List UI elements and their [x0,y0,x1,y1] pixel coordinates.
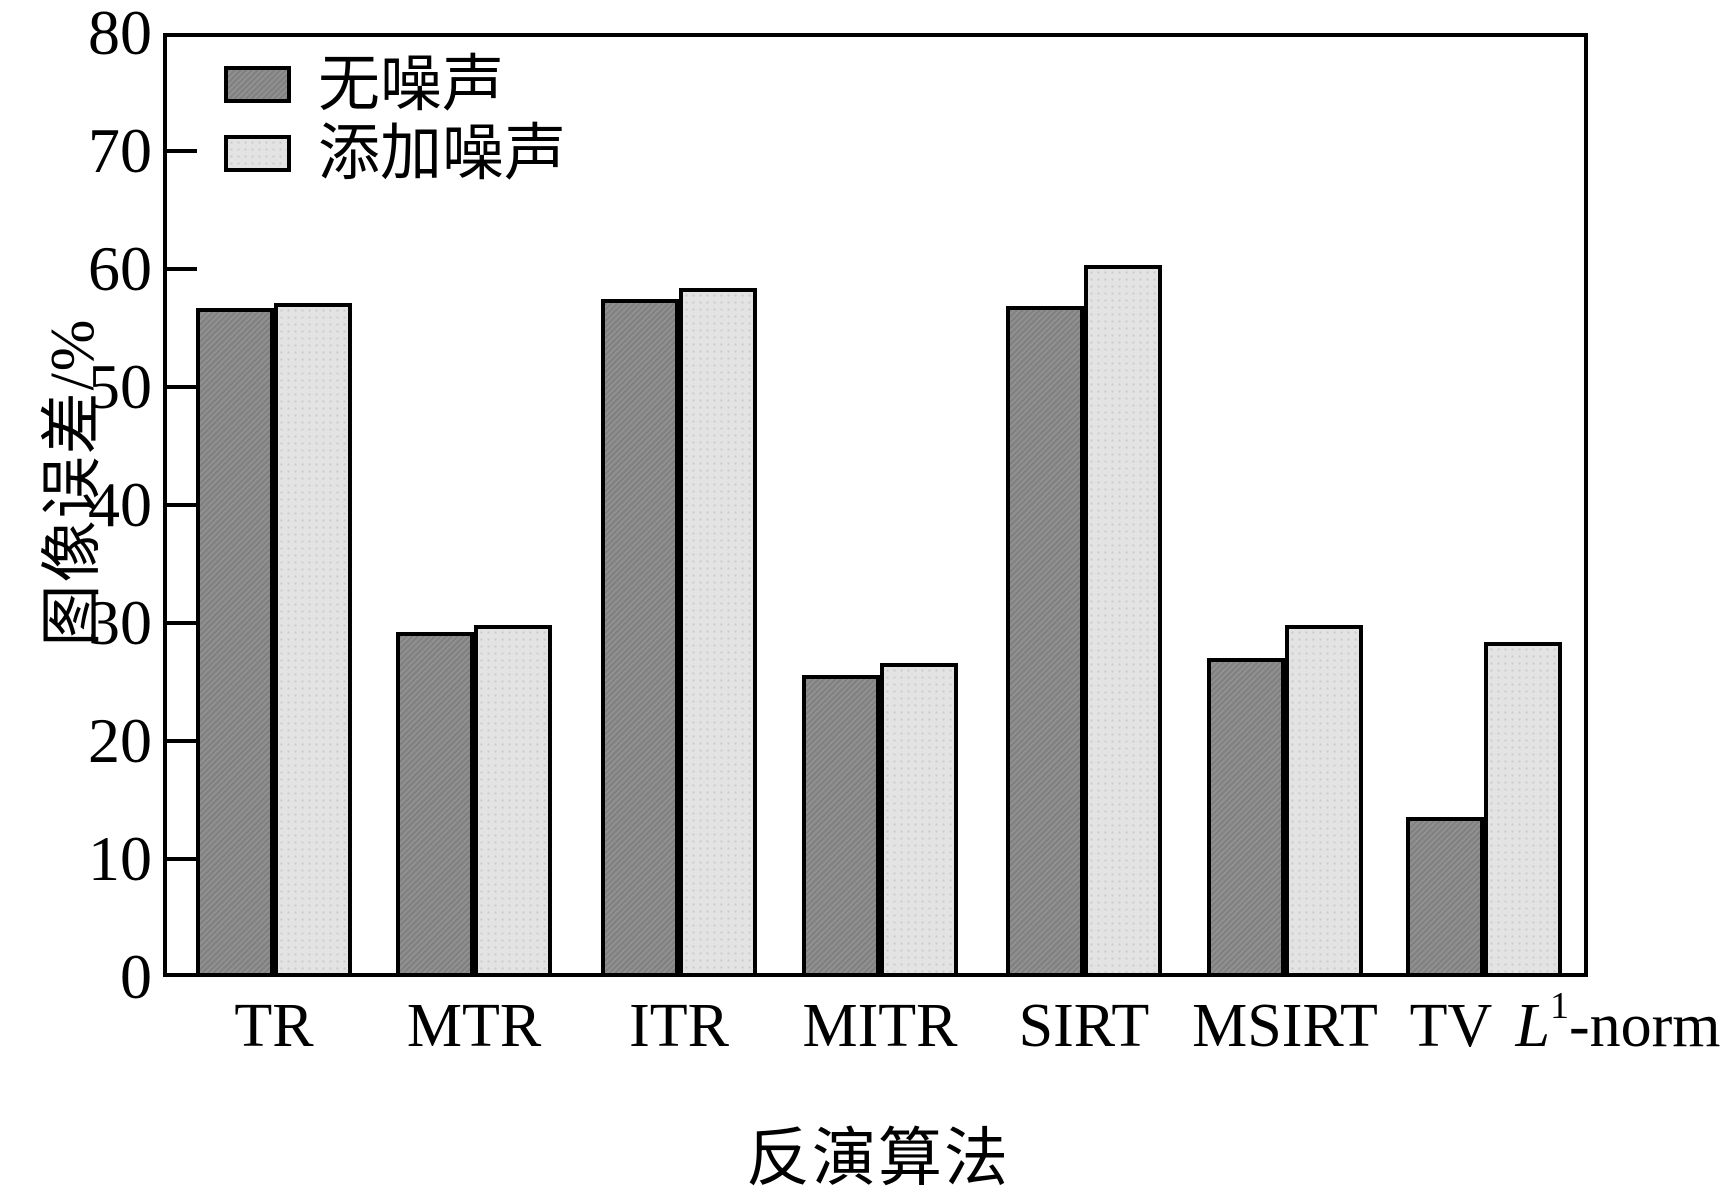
y-tick-label-80: 80 [88,0,152,68]
y-tick-label-30: 30 [88,587,152,658]
y-tick-label-70: 70 [88,115,152,186]
x-tick-label-ITR: ITR [629,992,729,1060]
bar-SIRT-added-noise [1084,265,1162,977]
y-tick-30 [167,621,197,625]
x-tick-label-TV: TV [1409,992,1493,1060]
x-tick-label-MSIRT: MSIRT [1192,992,1378,1060]
bar-ITR-no-noise [601,298,679,977]
y-tick-label-0: 0 [120,941,152,1012]
y-tick-label-10: 10 [88,823,152,894]
bar-MTR-no-noise [396,632,474,977]
x-tick-label-SIRT: SIRT [1018,992,1150,1060]
bar-TR-no-noise [196,307,274,977]
bar-MITR-no-noise [802,674,880,977]
bar-MSIRT-added-noise [1285,625,1363,977]
bar-L-norm-added-noise [1484,641,1562,977]
bar-MTR-added-noise [474,625,552,977]
legend-label-added-noise: 添加噪声 [318,120,567,188]
legend-swatch-added-noise [224,135,291,172]
x-axis-title: 反演算法 [746,1123,1010,1194]
y-tick-60 [167,267,197,271]
bar-MSIRT-no-noise [1207,658,1285,977]
y-axis-title: 图像误差/% [39,317,107,647]
y-tick-label-20: 20 [88,705,152,776]
y-tick-label-50: 50 [88,351,152,422]
bar-ITR-added-noise [679,287,757,977]
x-tick-label-MTR: MTR [406,992,542,1060]
x-tick-label-MITR: MITR [802,992,958,1060]
legend-swatch-no-noise [224,66,291,103]
bar-TV-no-noise [1406,816,1484,977]
y-tick-50 [167,385,197,389]
y-tick-label-40: 40 [88,469,152,540]
legend-label-no-noise: 无噪声 [318,51,505,119]
x-tick-label-L-norm: L1-norm [1515,985,1721,1060]
x-tick-label-TR: TR [234,992,314,1060]
bar-TR-added-noise [274,303,352,977]
y-tick-40 [167,503,197,507]
y-tick-label-60: 60 [88,233,152,304]
bar-MITR-added-noise [880,663,958,977]
y-tick-70 [167,149,197,153]
y-tick-20 [167,739,197,743]
bar-SIRT-no-noise [1006,305,1084,977]
y-tick-10 [167,857,197,861]
